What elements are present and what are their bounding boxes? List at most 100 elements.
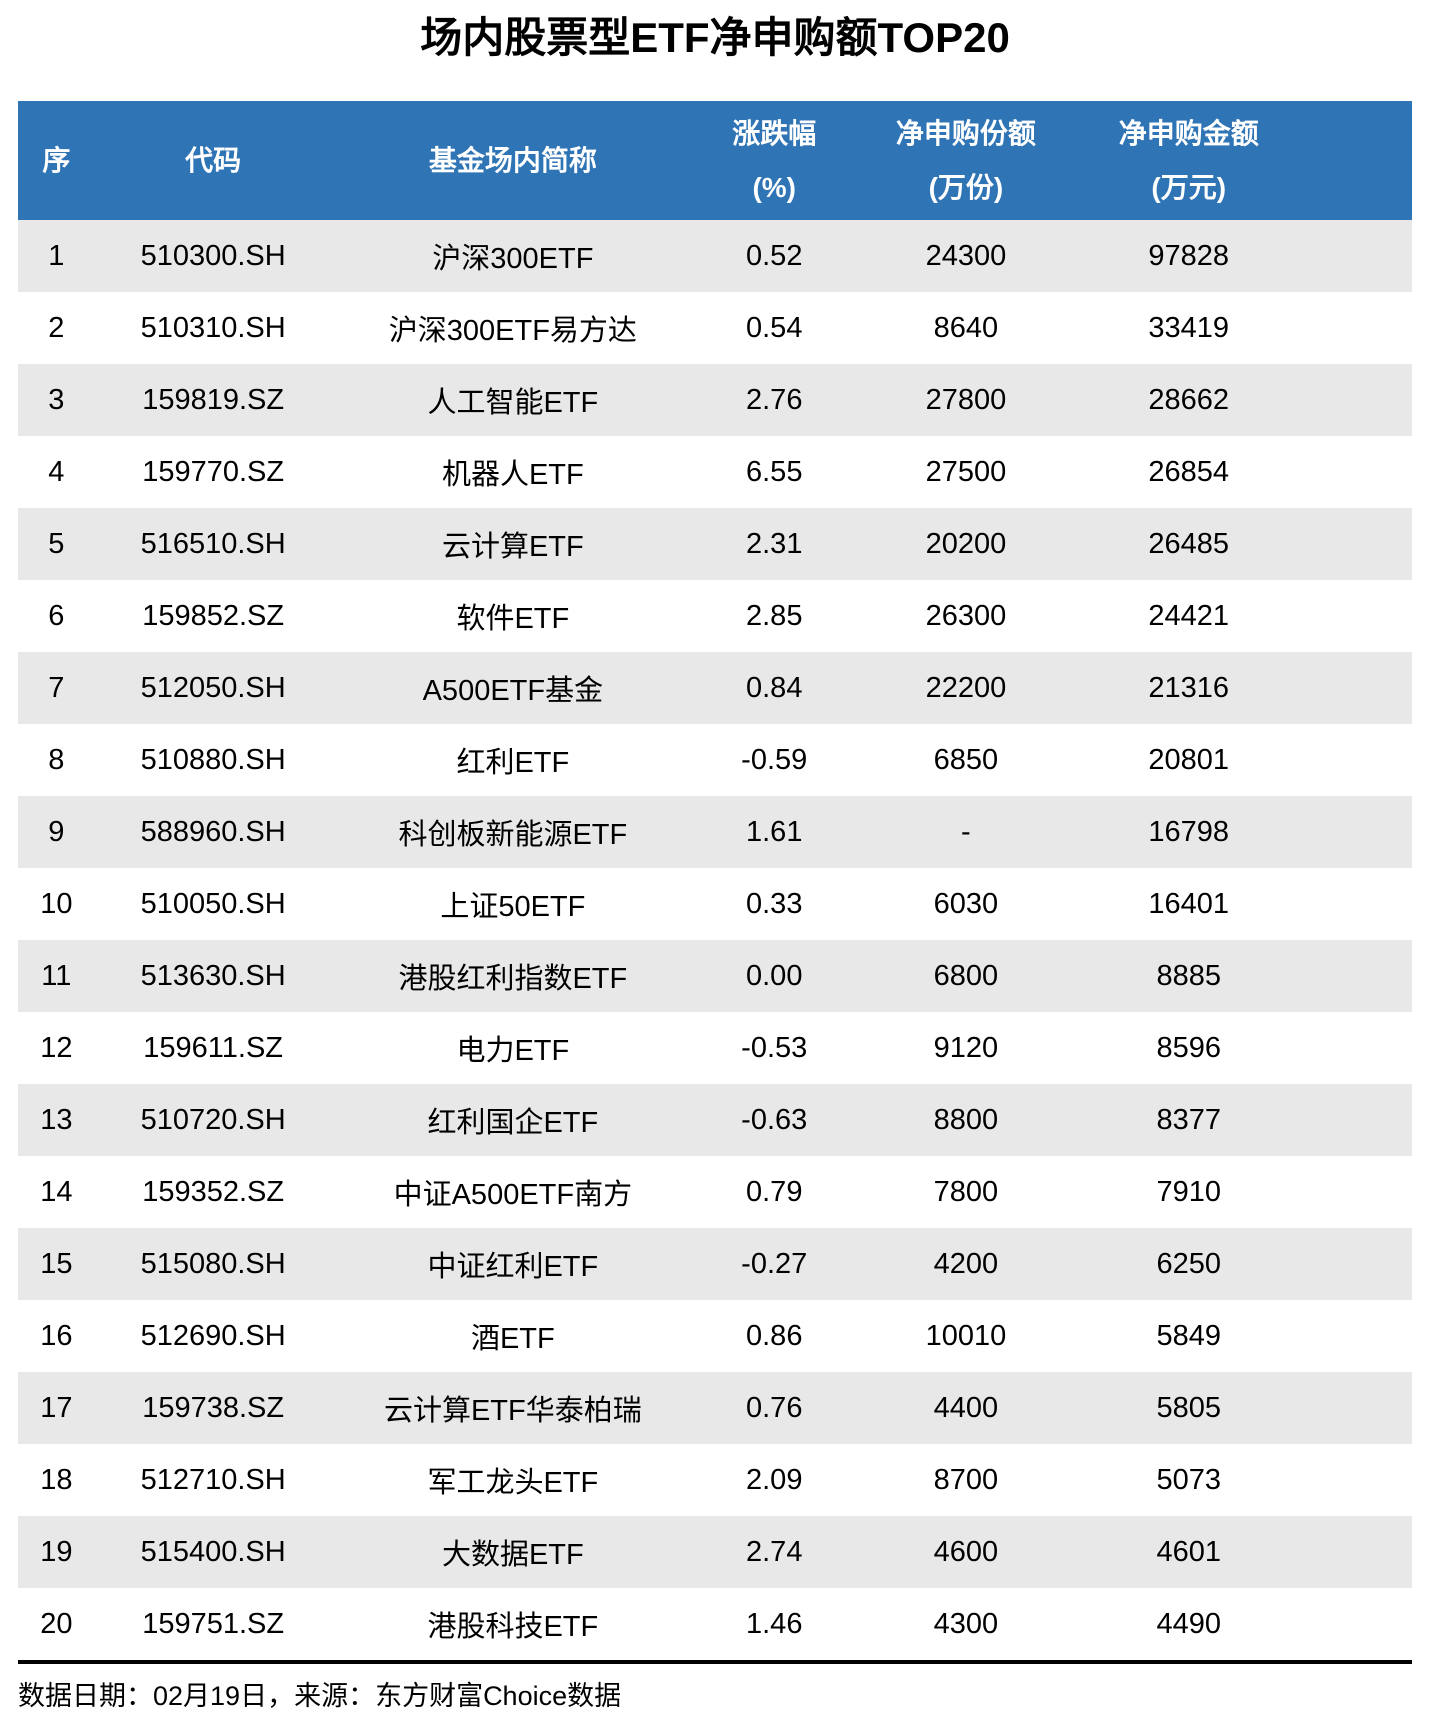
table-row: 11 513630.SH 港股红利指数ETF 0.00 6800 8885 — [18, 940, 1412, 1012]
shares-cell: 6030 — [933, 887, 999, 920]
table-row: 15 515080.SH 中证红利ETF -0.27 4200 6250 — [18, 1228, 1412, 1300]
name-cell: 云计算ETF — [331, 508, 695, 580]
rank-cell: 19 — [18, 1516, 95, 1588]
change-cell: 6.55 — [746, 455, 803, 488]
change-cell: 2.09 — [746, 1463, 803, 1496]
code-cell: 159819.SZ — [94, 364, 332, 436]
amount-cell: 7910 — [1156, 1175, 1221, 1208]
table-row: 2 510310.SH 沪深300ETF易方达 0.54 8640 33419 — [18, 292, 1412, 364]
shares-cell: 6850 — [933, 743, 999, 776]
col-header-shares-line1: 净申购份额 — [895, 117, 1036, 149]
change-cell: -0.63 — [694, 1084, 855, 1156]
shares-cell: 8700 — [933, 1463, 999, 1496]
etf-table: 序 代码 基金场内简称 涨跌幅 (%) 净申购份额 (万份) — [18, 101, 1412, 1664]
shares-cell: 26300 — [925, 599, 1007, 632]
change-cell: 0.84 — [694, 652, 855, 724]
shares-cell: 24300 — [854, 220, 1078, 292]
col-header-code: 代码 — [94, 101, 332, 220]
table-row: 8 510880.SH 红利ETF -0.59 6850 20801 — [18, 724, 1412, 796]
change-cell: 0.76 — [694, 1372, 855, 1444]
amount-cell: 26854 — [1148, 455, 1230, 488]
name-cell: 港股科技ETF — [427, 1611, 599, 1643]
amount-cell: 16401 — [1148, 887, 1230, 920]
rank-cell: 3 — [18, 364, 95, 436]
change-cell: 0.86 — [746, 1319, 803, 1352]
rank-cell: 18 — [40, 1463, 73, 1496]
rank-cell: 20 — [40, 1607, 73, 1640]
col-header-change-line1: 涨跌幅 — [732, 117, 817, 149]
col-header-change: 涨跌幅 (%) — [694, 101, 855, 220]
name-cell: 软件ETF — [456, 603, 570, 635]
amount-cell: 97828 — [1077, 220, 1412, 292]
table-row: 6 159852.SZ 软件ETF 2.85 26300 24421 — [18, 580, 1412, 652]
col-header-rank: 序 — [18, 101, 95, 220]
name-cell: 人工智能ETF — [331, 364, 695, 436]
rank-cell: 8 — [48, 743, 65, 776]
col-header-name-line1: 基金场内简称 — [428, 144, 597, 176]
col-header-change-line2: (%) — [752, 171, 796, 203]
code-cell: 512050.SH — [94, 652, 332, 724]
change-cell: 0.52 — [694, 220, 855, 292]
name-cell: 沪深300ETF — [331, 220, 695, 292]
shares-cell: 20200 — [854, 508, 1078, 580]
shares-cell: 27500 — [925, 455, 1007, 488]
name-cell: A500ETF基金 — [331, 652, 695, 724]
change-cell: 1.46 — [746, 1607, 803, 1640]
code-cell: 159611.SZ — [143, 1031, 283, 1064]
change-cell: -0.27 — [694, 1228, 855, 1300]
name-cell: 酒ETF — [470, 1323, 555, 1355]
rank-cell: 16 — [40, 1319, 73, 1352]
code-cell: 516510.SH — [94, 508, 332, 580]
shares-cell: 8800 — [854, 1084, 1078, 1156]
table-row: 14 159352.SZ 中证A500ETF南方 0.79 7800 7910 — [18, 1156, 1412, 1228]
etf-table-container: 序 代码 基金场内简称 涨跌幅 (%) 净申购份额 (万份) — [18, 101, 1412, 1664]
name-cell: 科创板新能源ETF — [331, 796, 695, 868]
name-cell: 大数据ETF — [331, 1516, 695, 1588]
amount-cell: 5849 — [1156, 1319, 1221, 1352]
rank-cell: 10 — [40, 887, 73, 920]
change-cell: 2.74 — [694, 1516, 855, 1588]
shares-cell: 4300 — [933, 1607, 999, 1640]
col-header-amount-line1: 净申购金额 — [1118, 117, 1259, 149]
table-row: 19 515400.SH 大数据ETF 2.74 4600 4601 — [18, 1516, 1412, 1588]
rank-cell: 15 — [18, 1228, 95, 1300]
code-cell: 510720.SH — [94, 1084, 332, 1156]
amount-cell: 5073 — [1156, 1463, 1221, 1496]
table-row: 16 512690.SH 酒ETF 0.86 10010 5849 — [18, 1300, 1412, 1372]
rank-cell: 12 — [40, 1031, 73, 1064]
code-cell: 588960.SH — [94, 796, 332, 868]
code-cell: 159852.SZ — [142, 599, 285, 632]
rank-cell: 9 — [18, 796, 95, 868]
code-cell: 512690.SH — [140, 1319, 286, 1352]
col-header-shares: 净申购份额 (万份) — [854, 101, 1078, 220]
name-cell: 沪深300ETF易方达 — [388, 315, 637, 347]
shares-cell: 10010 — [925, 1319, 1007, 1352]
shares-cell: 4400 — [854, 1372, 1078, 1444]
rank-cell: 17 — [18, 1372, 95, 1444]
shares-cell: 4200 — [854, 1228, 1078, 1300]
rank-cell: 7 — [18, 652, 95, 724]
shares-cell: 4600 — [854, 1516, 1078, 1588]
change-cell: 2.76 — [694, 364, 855, 436]
name-cell: 军工龙头ETF — [427, 1467, 599, 1499]
shares-cell: 9120 — [933, 1031, 999, 1064]
code-cell: 510310.SH — [140, 311, 286, 344]
etf-table-body: 1 510300.SH 沪深300ETF 0.52 24300 97828 2 510310.… — [18, 220, 1412, 1662]
code-cell: 159352.SZ — [142, 1175, 285, 1208]
amount-cell: 33419 — [1148, 311, 1230, 344]
shares-cell: 27800 — [854, 364, 1078, 436]
name-cell: 机器人ETF — [441, 459, 584, 491]
shares-cell: 7800 — [933, 1175, 999, 1208]
table-row: 10 510050.SH 上证50ETF 0.33 6030 16401 — [18, 868, 1412, 940]
shares-cell: 8640 — [933, 311, 999, 344]
header-row: 序 代码 基金场内简称 涨跌幅 (%) 净申购份额 (万份) — [18, 101, 1412, 220]
name-cell: 红利国企ETF — [331, 1084, 695, 1156]
change-cell: -0.53 — [741, 1031, 808, 1064]
rank-cell: 5 — [18, 508, 95, 580]
code-cell: 159738.SZ — [94, 1372, 332, 1444]
col-header-amount-line2: (万元) — [1151, 171, 1227, 203]
table-row: 20 159751.SZ 港股科技ETF 1.46 4300 4490 — [18, 1588, 1412, 1662]
rank-cell: 13 — [18, 1084, 95, 1156]
rank-cell: 11 — [18, 940, 95, 1012]
amount-cell: 4601 — [1077, 1516, 1412, 1588]
